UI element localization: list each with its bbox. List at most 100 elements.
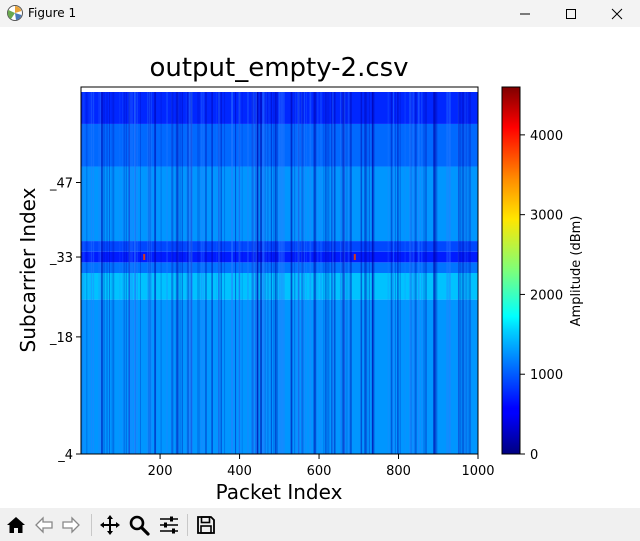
heatmap-column bbox=[332, 92, 334, 454]
heatmap-column bbox=[349, 92, 352, 454]
heatmap-column bbox=[331, 92, 333, 454]
heatmap-band bbox=[81, 273, 478, 300]
heatmap-column bbox=[101, 92, 103, 454]
save-button[interactable] bbox=[194, 513, 218, 537]
heatmap-column bbox=[348, 92, 350, 454]
heatmap-column bbox=[325, 92, 327, 454]
heatmap-annotations bbox=[143, 254, 356, 261]
plot-frame bbox=[80, 86, 479, 455]
close-button[interactable] bbox=[594, 0, 640, 27]
heatmap-column bbox=[238, 92, 241, 454]
heatmap-column bbox=[433, 92, 436, 454]
home-button[interactable] bbox=[4, 513, 28, 537]
heatmap-column bbox=[320, 92, 322, 454]
heatmap-column bbox=[332, 92, 333, 454]
heatmap-column bbox=[360, 92, 363, 454]
heatmap-column bbox=[467, 92, 468, 454]
toolbar-separator bbox=[91, 514, 92, 536]
heatmap-column bbox=[333, 92, 336, 454]
heatmap-column bbox=[239, 92, 241, 454]
heatmap-column bbox=[265, 92, 267, 454]
heatmap-column bbox=[256, 92, 259, 454]
heatmap-column bbox=[218, 92, 220, 454]
heatmap-column bbox=[408, 92, 411, 454]
back-button[interactable] bbox=[32, 513, 56, 537]
heatmap-spike-mark bbox=[353, 254, 356, 261]
heatmap-column bbox=[166, 92, 168, 454]
heatmap-column bbox=[92, 92, 95, 454]
heatmap-column bbox=[461, 92, 464, 454]
heatmap-column bbox=[326, 92, 328, 454]
matplotlib-figure-icon bbox=[7, 5, 23, 21]
heatmap-column bbox=[290, 92, 293, 454]
chart-title: output_empty-2.csv bbox=[149, 53, 408, 83]
heatmap-column bbox=[128, 92, 130, 454]
heatmap-column bbox=[148, 92, 151, 454]
heatmap-column bbox=[273, 92, 275, 454]
heatmap-column bbox=[399, 92, 401, 454]
heatmap-column bbox=[111, 92, 114, 454]
heatmap-column bbox=[404, 92, 406, 454]
heatmap-column bbox=[270, 92, 273, 454]
heatmap-column bbox=[251, 92, 253, 454]
heatmap-column bbox=[275, 92, 278, 454]
heatmap-column bbox=[397, 92, 399, 454]
heatmap-column bbox=[235, 92, 237, 454]
heatmap-column bbox=[313, 92, 316, 454]
heatmap-column bbox=[188, 92, 191, 454]
heatmap-column bbox=[368, 92, 370, 454]
heatmap-chart: output_empty-2.csv 200 400 600 800 1000 _4 _1… bbox=[16, 53, 584, 504]
heatmap-column bbox=[433, 92, 435, 454]
heatmap-column bbox=[347, 92, 349, 454]
colorbar bbox=[501, 86, 521, 455]
heatmap-column bbox=[171, 92, 174, 454]
heatmap-band bbox=[81, 299, 478, 454]
heatmap-column bbox=[113, 92, 115, 454]
heatmap-column bbox=[434, 92, 437, 454]
heatmap-column bbox=[88, 92, 90, 454]
heatmap-column bbox=[101, 92, 103, 454]
colorbar-tick-label: 0 bbox=[530, 448, 538, 463]
heatmap-column bbox=[409, 92, 413, 454]
heatmap-column bbox=[281, 92, 284, 454]
heatmap-column bbox=[217, 92, 220, 454]
heatmap-column bbox=[230, 92, 234, 454]
heatmap-column bbox=[160, 92, 162, 454]
pan-button[interactable] bbox=[98, 513, 122, 537]
heatmap-column bbox=[283, 92, 285, 454]
navigation-toolbar bbox=[0, 508, 640, 541]
close-icon bbox=[611, 8, 623, 19]
heatmap-column bbox=[154, 92, 156, 454]
heatmap-column bbox=[294, 92, 296, 454]
heatmap-column bbox=[130, 92, 133, 454]
heatmap-column bbox=[170, 92, 173, 454]
heatmap-column bbox=[275, 92, 277, 454]
heatmap-column bbox=[448, 92, 450, 454]
heatmap-column bbox=[342, 92, 343, 454]
x-tick-label: 600 bbox=[307, 464, 332, 479]
heatmap-column bbox=[343, 92, 346, 454]
zoom-button[interactable] bbox=[127, 513, 151, 537]
minimize-button[interactable] bbox=[502, 0, 548, 27]
heatmap-spike-mark bbox=[143, 254, 146, 261]
heatmap-column bbox=[314, 92, 317, 454]
heatmap-column bbox=[268, 92, 270, 454]
heatmap-column bbox=[262, 92, 265, 454]
forward-button[interactable] bbox=[59, 513, 83, 537]
heatmap-column bbox=[301, 92, 302, 454]
colorbar-tick-label: 4000 bbox=[530, 129, 563, 144]
heatmap-column bbox=[264, 92, 266, 454]
heatmap-column bbox=[256, 92, 259, 454]
heatmap-column bbox=[185, 92, 187, 454]
heatmap-band bbox=[81, 251, 478, 263]
heatmap-band bbox=[81, 123, 478, 167]
heatmap-column bbox=[148, 92, 151, 454]
configure-subplots-button[interactable] bbox=[157, 513, 181, 537]
heatmap-column bbox=[346, 92, 348, 454]
heatmap-column bbox=[303, 92, 305, 454]
heatmap-column bbox=[340, 92, 342, 454]
maximize-button[interactable] bbox=[548, 0, 594, 27]
figure-canvas[interactable]: output_empty-2.csv 200 400 600 800 1000 _4 _1… bbox=[0, 27, 640, 508]
heatmap-column bbox=[469, 92, 471, 454]
heatmap-column bbox=[224, 92, 226, 454]
